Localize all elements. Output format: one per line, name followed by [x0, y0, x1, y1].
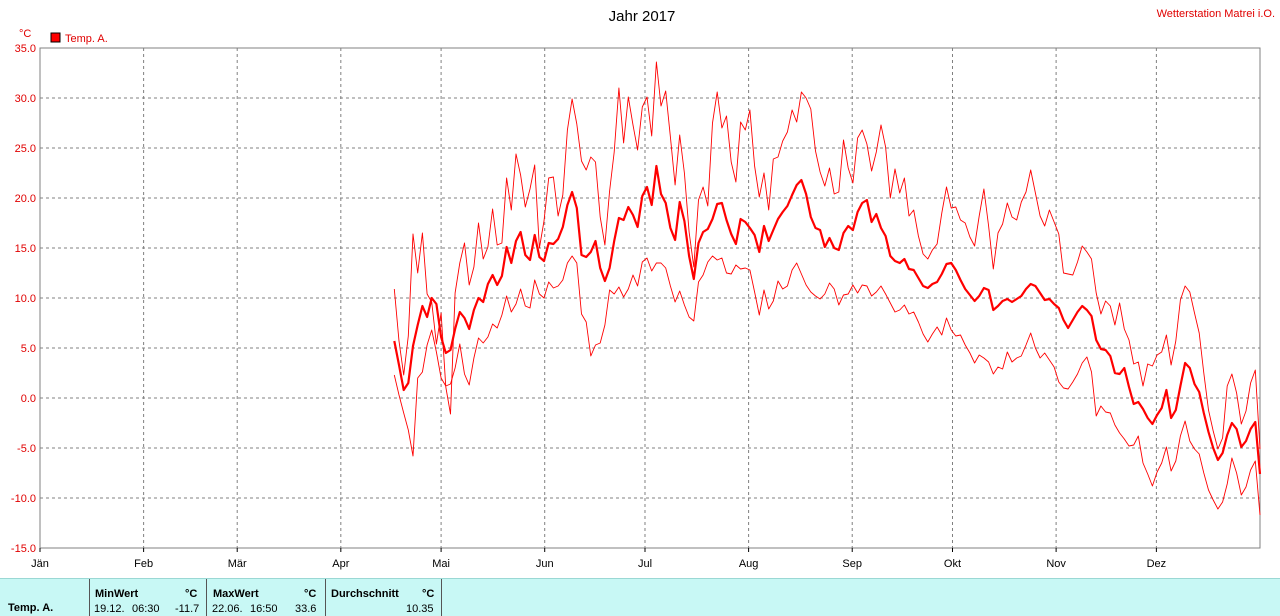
- legend-swatch: [50, 32, 61, 43]
- x-tick-label: Mär: [228, 558, 247, 570]
- min-date: 19.12.: [94, 603, 125, 615]
- y-tick-label: -10.0: [11, 493, 36, 505]
- x-tick-label: Aug: [739, 558, 759, 570]
- x-tick-label: Okt: [944, 558, 961, 570]
- statistics-footer: Temp. A. MinWert °C 19.12. 06:30 -11.7 M…: [0, 578, 1280, 616]
- chart-title: Jahr 2017: [609, 8, 676, 25]
- row-label: Temp. A.: [8, 602, 54, 614]
- y-tick-label: 35.0: [15, 43, 36, 55]
- temperature-chart: 35.0 30.0 25.0 20.0 15.0 10.0 5.0 0.0 -5.0 -10.0 -…: [11, 8, 1275, 570]
- x-tick-label: Jän: [31, 558, 49, 570]
- max-time: 16:50: [250, 603, 278, 615]
- legend-label: Temp. A.: [65, 33, 108, 45]
- y-tick-label: -15.0: [11, 543, 36, 555]
- x-tick-label: Jul: [638, 558, 652, 570]
- max-header: MaxWert: [213, 588, 259, 600]
- y-tick-label: 15.0: [15, 243, 36, 255]
- series-line-mittel: [393, 164, 1262, 475]
- min-time: 06:30: [132, 603, 160, 615]
- max-date: 22.06.: [212, 603, 243, 615]
- x-tick-label: Jun: [536, 558, 554, 570]
- x-tick-label: Dez: [1147, 558, 1167, 570]
- y-tick-label: 5.0: [21, 343, 36, 355]
- max-value: 33.6: [295, 603, 317, 615]
- max-unit: °C: [304, 588, 317, 600]
- avg-value: 10.35: [406, 603, 434, 615]
- min-unit: °C: [185, 588, 198, 600]
- separator: [206, 579, 207, 616]
- min-header: MinWert: [95, 588, 139, 600]
- separator: [325, 579, 326, 616]
- avg-header: Durchschnitt: [331, 588, 399, 600]
- series-line-min: [393, 255, 1261, 516]
- y-tick-label: 25.0: [15, 143, 36, 155]
- x-tick-label: Feb: [134, 558, 153, 570]
- y-tick-label: 10.0: [15, 293, 36, 305]
- station-name: Wetterstation Matrei i.O.: [1157, 8, 1275, 20]
- y-unit-label: °C: [19, 28, 31, 40]
- y-tick-label: 30.0: [15, 93, 36, 105]
- min-value: -11.7: [175, 603, 200, 615]
- separator: [441, 579, 442, 616]
- separator: [89, 579, 90, 616]
- x-tick-label: Sep: [842, 558, 862, 570]
- x-tick-label: Apr: [332, 558, 349, 570]
- avg-unit: °C: [422, 588, 435, 600]
- y-tick-label: -5.0: [17, 443, 36, 455]
- y-tick-label: 20.0: [15, 193, 36, 205]
- x-tick-label: Nov: [1046, 558, 1066, 570]
- series-line-max: [393, 61, 1261, 450]
- x-tick-label: Mai: [432, 558, 450, 570]
- y-tick-label: 0.0: [21, 393, 36, 405]
